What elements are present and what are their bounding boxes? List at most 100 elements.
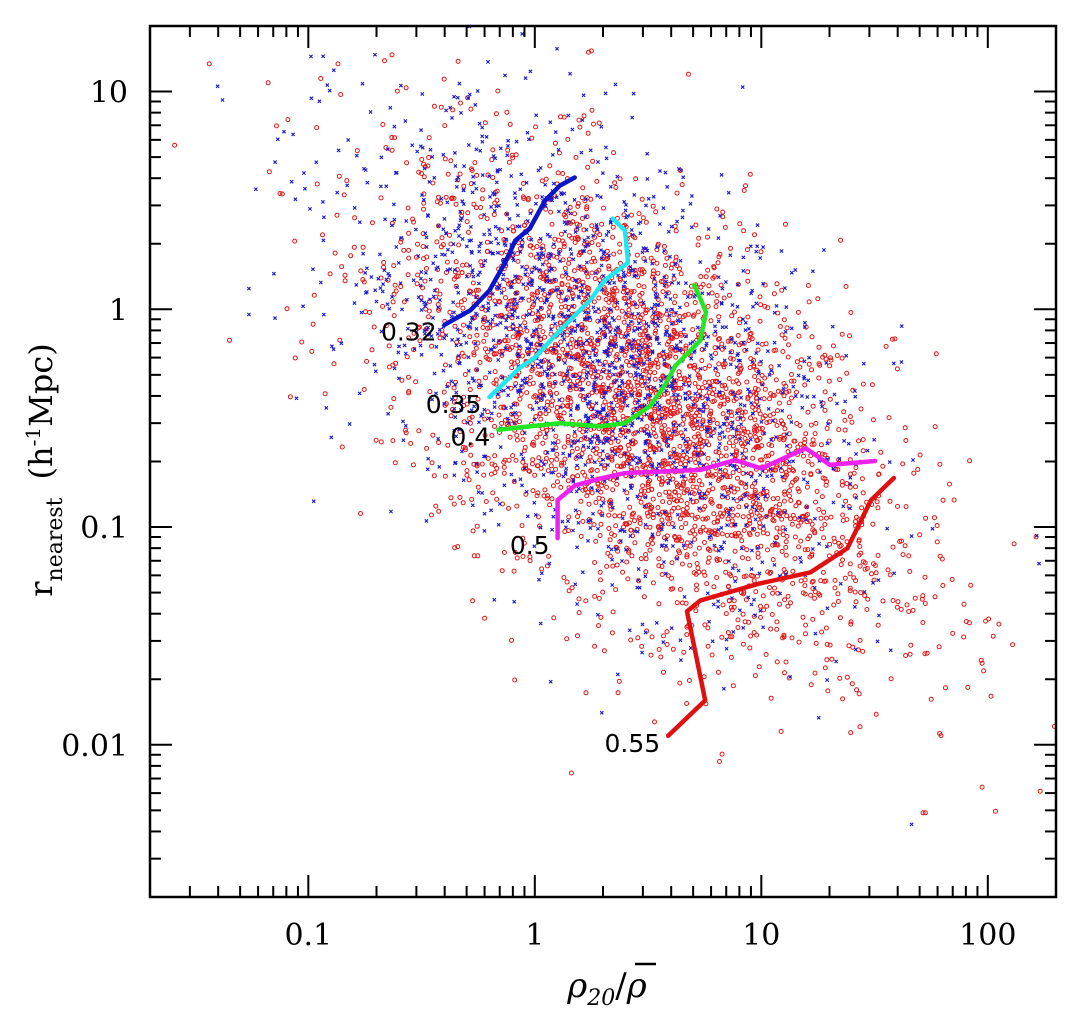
blue-cross-point: [657, 222, 662, 226]
red-circle-point: [847, 571, 853, 577]
red-circle-point: [803, 631, 808, 637]
blue-cross-point: [442, 336, 447, 341]
red-circle-point: [566, 588, 572, 594]
red-circle-point: [470, 528, 476, 534]
red-circle-point: [632, 540, 638, 546]
blue-cross-point: [595, 330, 600, 335]
blue-cross-point: [754, 249, 759, 254]
red-circle-point: [770, 496, 776, 502]
blue-cross-point: [452, 150, 457, 155]
red-circle-point: [643, 569, 649, 575]
blue-cross-point: [761, 625, 766, 630]
red-circle-point: [686, 444, 692, 450]
red-circle-point: [710, 417, 716, 423]
blue-cross-point: [567, 384, 572, 389]
red-circle-point: [781, 632, 787, 638]
red-circle-point: [854, 687, 860, 693]
red-circle-point: [453, 201, 459, 207]
red-circle-point: [680, 349, 686, 355]
red-circle-point: [565, 282, 571, 288]
red-circle-point: [344, 178, 350, 184]
red-circle-point: [727, 434, 733, 440]
blue-cross-point: [482, 511, 487, 516]
blue-cross-point: [629, 474, 634, 479]
red-circle-point: [557, 413, 563, 418]
blue-cross-point: [853, 647, 858, 652]
blue-cross-point: [614, 341, 618, 346]
red-circle-point: [686, 678, 692, 683]
blue-cross-point: [516, 354, 521, 359]
blue-cross-point: [729, 452, 734, 457]
red-circle-point: [769, 450, 775, 456]
red-circle-point: [628, 372, 634, 378]
red-circle-point: [760, 490, 766, 495]
blue-cross-point: [565, 352, 570, 357]
blue-cross-point: [638, 231, 643, 236]
blue-cross-point: [584, 349, 589, 354]
red-circle-point: [832, 577, 838, 583]
red-circle-point: [439, 235, 445, 241]
red-circle-point: [646, 348, 652, 353]
red-circle-point: [747, 645, 753, 651]
blue-cross-point: [688, 646, 693, 650]
red-circle-point: [390, 299, 396, 305]
blue-cross-point: [657, 341, 662, 346]
blue-cross-point: [756, 404, 761, 409]
red-circle-point: [692, 398, 698, 404]
red-circle-point: [763, 468, 769, 474]
blue-cross-point: [722, 540, 727, 545]
red-circle-point: [592, 258, 598, 264]
blue-cross-point: [533, 512, 538, 517]
red-circle-point: [741, 188, 747, 193]
blue-cross-point: [716, 319, 721, 324]
red-circle-point: [627, 455, 633, 461]
red-circle-point: [705, 643, 711, 649]
red-circle-point: [607, 503, 613, 509]
blue-cross-point: [397, 376, 401, 381]
red-circle-point: [791, 378, 797, 384]
red-circle-point: [553, 466, 558, 472]
red-circle-point: [572, 433, 578, 439]
blue-cross-point: [636, 567, 641, 571]
red-circle-point: [766, 442, 772, 447]
red-circle-point: [549, 457, 555, 463]
red-circle-point: [631, 288, 637, 294]
red-circle-point: [783, 469, 789, 475]
blue-cross-point: [630, 421, 635, 426]
red-circle-point: [579, 216, 585, 221]
red-circle-point: [457, 329, 463, 335]
blue-cross-point: [574, 489, 579, 494]
red-circle-point: [474, 461, 480, 467]
blue-cross-point: [365, 180, 370, 185]
blue-cross-point: [522, 431, 527, 435]
blue-cross-point: [663, 332, 668, 337]
red-circle-point: [266, 169, 272, 175]
red-circle-point: [890, 544, 896, 550]
blue-cross-point: [392, 217, 397, 222]
blue-cross-point: [695, 325, 700, 330]
blue-cross-point: [732, 434, 737, 439]
blue-cross-point: [439, 196, 444, 201]
red-circle-point: [710, 473, 716, 479]
blue-cross-point: [498, 146, 503, 151]
red-circle-point: [515, 258, 521, 264]
blue-cross-point: [523, 272, 528, 277]
red-circle-point: [810, 578, 816, 584]
blue-cross-point: [617, 384, 622, 389]
red-circle-point: [455, 273, 461, 279]
red-circle-point: [800, 614, 806, 620]
blue-cross-point: [841, 504, 846, 509]
red-circle-point: [816, 507, 822, 512]
red-circle-point: [843, 284, 849, 289]
blue-cross-point: [633, 259, 637, 264]
red-circle-point: [592, 413, 598, 419]
blue-cross-point: [731, 496, 736, 501]
blue-cross-point: [431, 261, 436, 266]
red-circle-point: [771, 518, 777, 524]
blue-cross-point: [743, 328, 748, 333]
blue-cross-point: [602, 318, 607, 322]
red-circle-point: [773, 467, 778, 473]
red-circle-point: [860, 648, 866, 654]
red-circle-point: [471, 350, 477, 356]
red-circle-point: [552, 380, 558, 385]
